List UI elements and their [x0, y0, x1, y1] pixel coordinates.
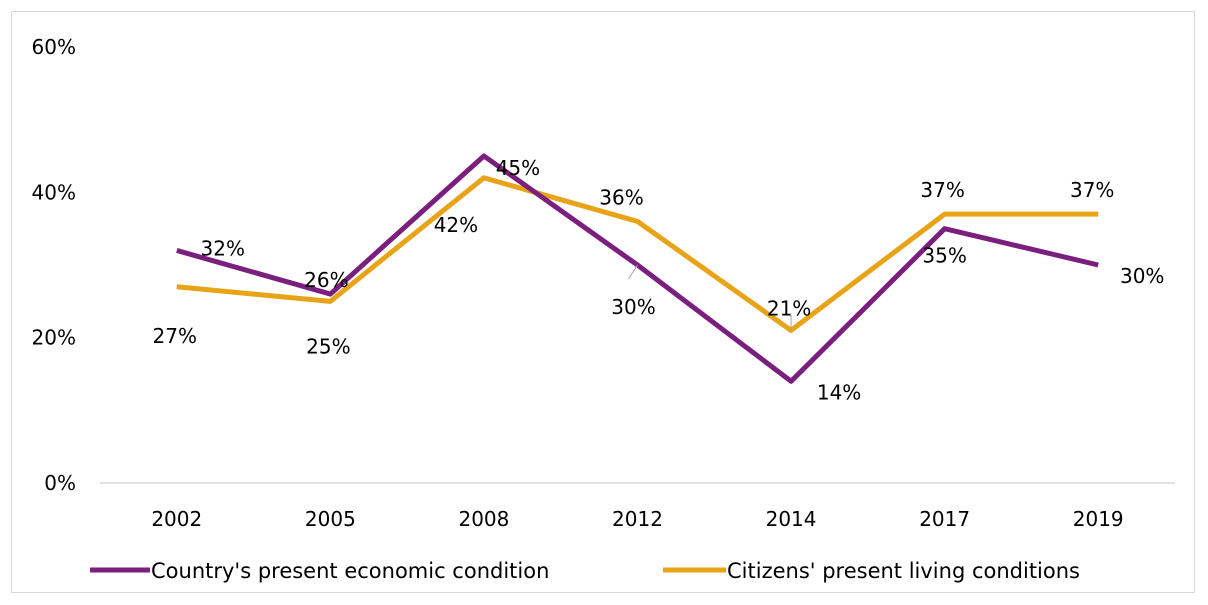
data-label: 37% — [920, 178, 964, 202]
x-tick-label: 2008 — [458, 507, 509, 531]
data-label: 35% — [922, 244, 966, 268]
data-label: 26% — [304, 268, 348, 292]
data-label: 45% — [496, 156, 540, 180]
data-label: 30% — [1120, 264, 1164, 288]
data-label: 37% — [1070, 178, 1114, 202]
y-axis-labels: 0% 20% 40% 60% — [32, 35, 76, 495]
data-label: 25% — [306, 334, 350, 358]
data-label: 14% — [817, 380, 861, 404]
x-tick-label: 2005 — [305, 507, 356, 531]
y-tick-label: 20% — [32, 326, 76, 350]
data-label: 21% — [767, 296, 811, 320]
x-tick-label: 2014 — [766, 507, 817, 531]
series-line-2 — [176, 175, 1099, 333]
x-tick-label: 2002 — [151, 507, 202, 531]
legend-label-1: Country's present economic condition — [151, 559, 549, 583]
data-label: 32% — [201, 236, 245, 260]
legend: Country's present economic condition Citi… — [90, 559, 1080, 583]
x-tick-label: 2012 — [612, 507, 663, 531]
y-tick-label: 0% — [44, 471, 76, 495]
data-label: 36% — [599, 185, 643, 209]
leader-line — [628, 264, 638, 280]
legend-label-2: Citizens' present living conditions — [727, 559, 1080, 583]
data-label: 30% — [611, 295, 655, 319]
x-axis-labels: 2002 2005 2008 2012 2014 2017 2019 — [151, 507, 1123, 531]
data-label: 42% — [434, 213, 478, 237]
leader-lines — [628, 264, 792, 331]
data-label: 27% — [153, 324, 197, 348]
x-tick-label: 2019 — [1073, 507, 1124, 531]
data-labels: 32% 26% 45% 30% 14% 35% 30% 27% 25% 42% 36% 21% 37% 3… — [153, 156, 1165, 404]
y-tick-label: 60% — [32, 35, 76, 59]
chart-frame — [11, 11, 1195, 593]
y-tick-label: 40% — [32, 180, 76, 204]
x-tick-label: 2017 — [919, 507, 970, 531]
